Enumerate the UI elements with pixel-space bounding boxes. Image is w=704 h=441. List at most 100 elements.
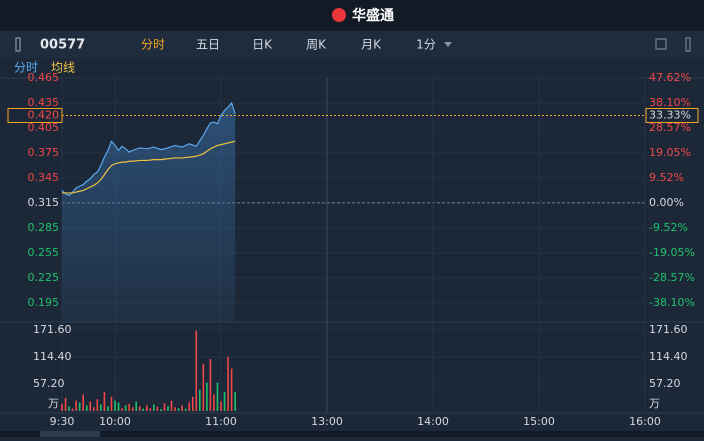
top-bar	[0, 0, 704, 31]
volume-unit: 万	[649, 397, 660, 410]
volume-bar	[142, 408, 145, 411]
legend-entry: 均线	[51, 61, 75, 75]
volume-bar	[156, 406, 159, 411]
volume-bar	[78, 402, 81, 411]
volume-bar	[135, 401, 137, 411]
volume-tick-label: 114.40	[33, 350, 72, 363]
fullscreen-icon[interactable]	[655, 38, 667, 50]
dropdown-arrow[interactable]	[444, 42, 452, 47]
y-tick-label: 0.435	[28, 96, 60, 109]
volume-bar	[124, 405, 127, 411]
volume-bar	[131, 407, 134, 411]
volume-bar	[153, 404, 155, 411]
volume-bar	[61, 403, 63, 411]
volume-bar	[68, 406, 70, 411]
volume-bar	[89, 401, 92, 411]
volume-bar	[195, 330, 198, 411]
volume-bar	[93, 407, 95, 411]
volume-bar	[184, 408, 187, 411]
y2-tick-label: 9.52%	[649, 171, 684, 184]
volume-bar	[64, 397, 67, 411]
volume-tick-label: 171.60	[649, 323, 688, 336]
volume-bar	[216, 382, 219, 411]
last-price-box	[7, 107, 63, 123]
volume-bar	[71, 408, 74, 411]
volume-bar	[103, 392, 106, 411]
y2-tick-label: -28.57%	[649, 271, 695, 284]
tab[interactable]: 月K	[361, 38, 382, 52]
x-tick-label: 16:00	[629, 415, 661, 428]
volume-bar	[96, 399, 99, 411]
y-tick-label: 0.345	[28, 171, 60, 184]
volume-bar	[230, 368, 233, 411]
y2-tick-label: 47.62%	[649, 71, 691, 84]
volume-tick-label: 57.20	[33, 377, 65, 390]
last-pct-label: 33.33%	[649, 108, 691, 121]
volume-tick-label: 114.40	[649, 350, 688, 363]
volume-bar	[188, 402, 190, 411]
y2-tick-label: 38.10%	[649, 96, 691, 109]
y-tick-label: 0.375	[28, 146, 60, 159]
last-pct-box	[645, 107, 699, 123]
volume-bar	[202, 363, 205, 411]
x-tick-label: 11:00	[205, 415, 237, 428]
volume-tick-label: 171.60	[33, 323, 72, 336]
volume-bar	[82, 394, 84, 411]
x-tick-label: 15:00	[523, 415, 555, 428]
volume-bar	[220, 401, 222, 411]
app-title: 华盛通	[352, 7, 394, 24]
volume-bar	[163, 403, 166, 411]
scroll-thumb[interactable]	[40, 431, 100, 437]
x-tick-label: 9:30	[50, 415, 75, 428]
x-tick-label: 14:00	[417, 415, 449, 428]
y-tick-label: 0.405	[28, 121, 60, 134]
volume-bar	[128, 403, 130, 411]
collapse-icon[interactable]	[15, 37, 21, 52]
volume-bar	[234, 392, 236, 411]
x-tick-label: 10:00	[99, 415, 131, 428]
y-tick-label: 0.195	[28, 296, 60, 309]
volume-bar	[121, 408, 123, 411]
volume-bar	[100, 404, 102, 411]
tab[interactable]: 1分	[416, 38, 436, 52]
x-tick-label: 13:00	[311, 415, 343, 428]
y2-tick-label: 28.57%	[649, 121, 691, 134]
volume-bar	[117, 402, 120, 411]
tab[interactable]: 分时	[141, 38, 165, 52]
volume-unit: 万	[48, 397, 59, 410]
volume-bar	[209, 359, 212, 411]
toolbar	[0, 31, 704, 58]
volume-bar	[199, 389, 201, 411]
y-tick-label: 0.255	[28, 246, 60, 259]
tab[interactable]: 周K	[306, 38, 327, 52]
volume-bar	[160, 409, 162, 411]
y2-tick-label: -9.52%	[649, 221, 688, 234]
y2-tick-label: 19.05%	[649, 146, 691, 159]
scrollbar[interactable]	[0, 431, 704, 437]
volume-bar	[149, 408, 152, 411]
volume-bar	[181, 405, 183, 411]
volume-bar	[114, 400, 116, 411]
volume-bar	[223, 392, 226, 411]
volume-bar	[138, 406, 141, 411]
y2-tick-label: 0.00%	[649, 196, 684, 209]
expand-icon[interactable]	[685, 37, 691, 52]
y-tick-label: 0.465	[28, 71, 60, 84]
volume-bar	[191, 396, 194, 411]
volume-bar	[167, 406, 169, 411]
volume-bar	[75, 400, 77, 411]
volume-bar	[206, 382, 208, 411]
logo	[332, 8, 346, 22]
volume-bar	[227, 356, 229, 411]
legend-entry: 分时	[14, 61, 38, 75]
volume-bar	[110, 396, 113, 411]
tab[interactable]: 日K	[252, 38, 273, 52]
volume-bar	[170, 400, 173, 411]
symbol: 00577	[40, 38, 85, 53]
last-price-label: 0.420	[28, 108, 60, 121]
average-line	[62, 140, 236, 194]
volume-bar	[174, 407, 176, 411]
tab[interactable]: 五日	[196, 38, 220, 52]
volume-bar	[107, 406, 109, 411]
volume-tick-label: 57.20	[649, 377, 681, 390]
